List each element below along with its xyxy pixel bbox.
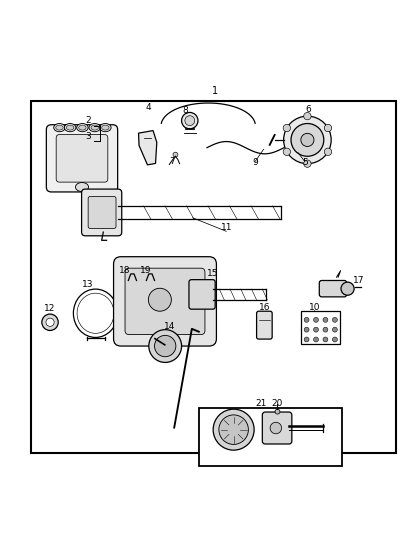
- Text: 19: 19: [140, 266, 151, 275]
- Circle shape: [322, 327, 327, 332]
- Circle shape: [313, 337, 318, 342]
- FancyBboxPatch shape: [318, 280, 346, 297]
- Circle shape: [323, 148, 331, 155]
- FancyBboxPatch shape: [46, 125, 117, 192]
- Circle shape: [300, 133, 313, 146]
- Circle shape: [213, 409, 254, 450]
- Circle shape: [282, 148, 290, 155]
- Text: 13: 13: [82, 280, 94, 289]
- Bar: [198, 408, 342, 466]
- Ellipse shape: [66, 125, 74, 130]
- Text: 9: 9: [252, 158, 257, 167]
- Bar: [301, 311, 339, 344]
- Polygon shape: [138, 131, 157, 165]
- Text: 7: 7: [169, 157, 175, 166]
- FancyBboxPatch shape: [256, 311, 271, 339]
- Text: 11: 11: [220, 223, 231, 232]
- Text: 14: 14: [163, 322, 175, 331]
- Text: 18: 18: [119, 266, 131, 275]
- Ellipse shape: [78, 125, 86, 130]
- Circle shape: [148, 288, 171, 311]
- Circle shape: [282, 124, 290, 132]
- Circle shape: [274, 409, 279, 414]
- Circle shape: [269, 422, 281, 434]
- Text: 17: 17: [352, 275, 363, 285]
- Ellipse shape: [54, 124, 65, 132]
- Text: 3: 3: [85, 132, 91, 141]
- Circle shape: [218, 415, 248, 444]
- Ellipse shape: [100, 124, 111, 132]
- Circle shape: [283, 116, 330, 164]
- Circle shape: [332, 327, 337, 332]
- Circle shape: [303, 112, 310, 120]
- Text: 20: 20: [271, 399, 282, 408]
- Circle shape: [340, 282, 353, 295]
- Circle shape: [313, 327, 318, 332]
- Circle shape: [332, 317, 337, 322]
- Bar: [31, 101, 394, 454]
- Circle shape: [154, 335, 176, 357]
- Text: 1: 1: [211, 86, 218, 96]
- Text: 6: 6: [305, 105, 311, 115]
- Text: 15: 15: [206, 269, 218, 278]
- FancyBboxPatch shape: [81, 189, 121, 236]
- Text: 2: 2: [85, 116, 91, 125]
- Circle shape: [313, 317, 318, 322]
- Ellipse shape: [76, 124, 88, 132]
- Circle shape: [322, 337, 327, 342]
- Circle shape: [303, 160, 310, 167]
- FancyBboxPatch shape: [125, 268, 204, 335]
- Circle shape: [304, 317, 308, 322]
- Text: 16: 16: [258, 303, 269, 312]
- Circle shape: [304, 337, 308, 342]
- Text: 8: 8: [183, 106, 188, 115]
- Text: 10: 10: [308, 302, 319, 312]
- Circle shape: [332, 337, 337, 342]
- Text: 4: 4: [146, 103, 151, 112]
- Ellipse shape: [75, 182, 88, 192]
- Ellipse shape: [89, 124, 100, 132]
- Circle shape: [304, 327, 308, 332]
- Circle shape: [322, 317, 327, 322]
- Ellipse shape: [102, 125, 109, 130]
- Text: 22: 22: [218, 435, 230, 444]
- FancyBboxPatch shape: [113, 257, 216, 346]
- Circle shape: [46, 318, 54, 327]
- FancyBboxPatch shape: [262, 412, 291, 444]
- Circle shape: [181, 112, 197, 129]
- Circle shape: [290, 124, 323, 157]
- Text: 12: 12: [44, 304, 56, 313]
- Circle shape: [323, 124, 331, 132]
- Circle shape: [148, 330, 181, 363]
- Circle shape: [173, 152, 178, 157]
- Ellipse shape: [91, 125, 98, 130]
- Text: 5: 5: [302, 158, 308, 167]
- FancyBboxPatch shape: [88, 196, 116, 229]
- FancyBboxPatch shape: [56, 134, 107, 182]
- Circle shape: [42, 314, 58, 330]
- Ellipse shape: [56, 125, 63, 130]
- FancyBboxPatch shape: [188, 280, 215, 309]
- Text: 21: 21: [255, 399, 266, 408]
- Ellipse shape: [64, 124, 76, 132]
- Circle shape: [185, 116, 194, 125]
